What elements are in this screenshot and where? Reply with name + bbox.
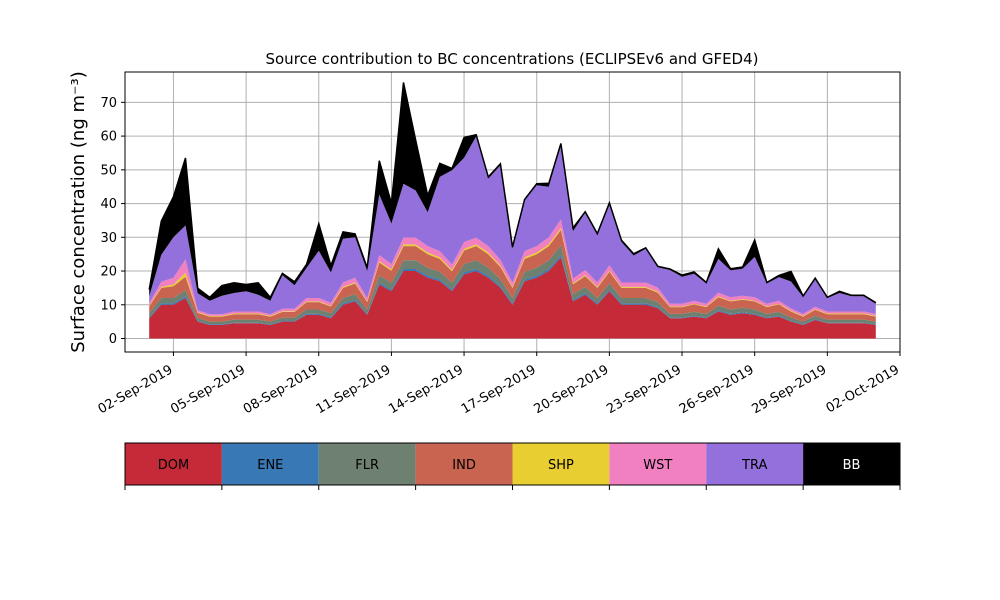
area-tra	[149, 136, 876, 315]
legend-label-flr: FLR	[355, 458, 379, 473]
x-tick-label: 23-Sep-2019	[604, 362, 684, 417]
x-tick-label: 05-Sep-2019	[168, 362, 248, 417]
y-tick-label: 20	[100, 265, 117, 280]
legend-swatch-bb	[803, 443, 900, 485]
x-tick-label: 02-Sep-2019	[96, 362, 176, 417]
stacked-area-series	[148, 82, 877, 339]
x-tick-label: 29-Sep-2019	[750, 362, 830, 417]
y-tick-label: 70	[100, 96, 117, 111]
y-axis-label: Surface concentration (ng m⁻³)	[68, 71, 89, 353]
legend-swatch-ene	[221, 443, 319, 485]
chart-title: Source contribution to BC concentrations…	[265, 50, 758, 68]
x-tick-label: 17-Sep-2019	[459, 362, 539, 417]
x-tick-label: 02-Oct-2019	[824, 362, 902, 416]
legend-swatch-ind	[415, 443, 513, 485]
legend-colorbar: DOM ENE FLR IND SHP WST TRA BB	[124, 442, 901, 490]
legend-label-ene: ENE	[257, 458, 283, 473]
x-tick-label: 20-Sep-2019	[532, 362, 612, 417]
y-axis-ticks: 0 10 20 30 40 50 60 70	[100, 96, 125, 347]
x-axis-ticks: 02-Sep-201905-Sep-201908-Sep-201911-Sep-…	[96, 352, 902, 417]
legend-label-tra: TRA	[741, 458, 767, 473]
y-tick-label: 30	[100, 231, 117, 246]
y-tick-label: 50	[100, 163, 117, 178]
legend-label-dom: DOM	[158, 458, 189, 473]
legend-swatch-dom	[125, 443, 222, 485]
y-tick-label: 60	[100, 130, 117, 145]
legend-swatch-flr	[318, 443, 416, 485]
x-tick-label: 08-Sep-2019	[241, 362, 321, 417]
area-dom	[149, 257, 876, 339]
legend-label-shp: SHP	[548, 458, 574, 473]
plot-frame	[124, 71, 901, 353]
y-tick-label: 10	[100, 298, 117, 313]
y-tick-label: 0	[109, 332, 117, 347]
legend-swatch-tra	[706, 443, 804, 485]
x-tick-label: 14-Sep-2019	[386, 362, 466, 417]
x-tick-label: 11-Sep-2019	[314, 362, 394, 417]
y-tick-label: 40	[100, 197, 117, 212]
x-tick-label: 26-Sep-2019	[677, 362, 757, 417]
legend-label-wst: WST	[643, 458, 672, 473]
total-outline	[148, 82, 877, 304]
legend-swatch-shp	[512, 443, 610, 485]
legend-label-bb: BB	[843, 458, 861, 473]
legend-label-ind: IND	[452, 458, 476, 473]
legend-swatch-wst	[609, 443, 707, 485]
